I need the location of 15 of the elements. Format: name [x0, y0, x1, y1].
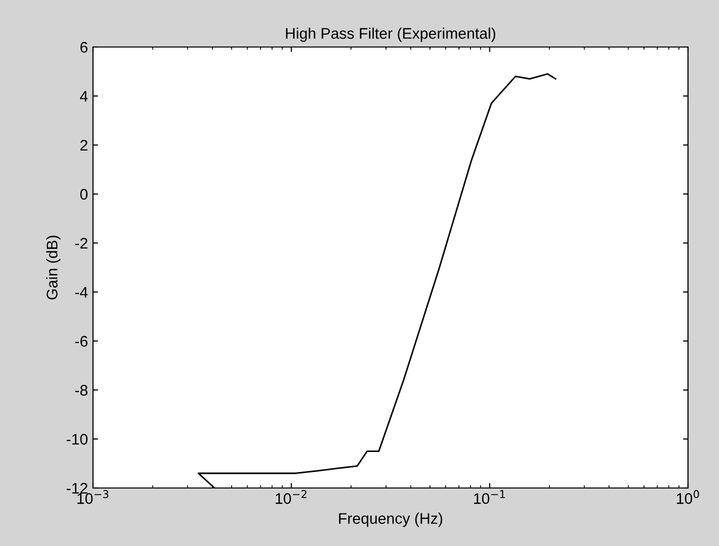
y-tick-label: -8 — [75, 384, 88, 396]
x-tick-label: 10$^{0}$ — [676, 490, 700, 504]
y-tick-label: 4 — [80, 91, 88, 102]
y-tick-label: -6 — [75, 336, 88, 347]
y-tick-label: 6 — [80, 42, 88, 53]
x-axis-title: Frequency (Hz) — [339, 512, 442, 527]
y-axis-title: Gain (dB) — [46, 236, 60, 300]
chart-title: High Pass Filter (Experimental) — [286, 28, 496, 42]
y-tick-label: -4 — [75, 287, 88, 298]
y-tick-label: 2 — [80, 140, 88, 151]
y-tick-label: -10 — [66, 434, 88, 445]
y-tick-label: -2 — [75, 238, 88, 249]
y-tick-label: 0 — [80, 188, 88, 200]
x-tick-label: 10$^{−1}$ — [474, 490, 505, 504]
x-tick-label: 10$^{−2}$ — [276, 490, 306, 504]
